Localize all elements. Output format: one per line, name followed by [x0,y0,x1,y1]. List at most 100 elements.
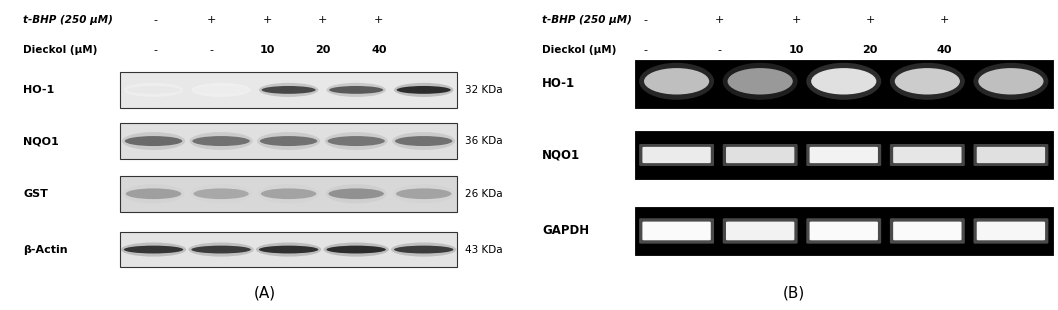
Ellipse shape [644,68,709,95]
FancyBboxPatch shape [809,147,878,163]
Text: GAPDH: GAPDH [543,224,589,237]
Text: +: + [318,15,328,25]
Ellipse shape [124,246,183,254]
Text: 40: 40 [371,45,386,55]
Text: +: + [791,15,801,25]
FancyBboxPatch shape [893,222,962,240]
Ellipse shape [326,184,386,203]
Ellipse shape [124,83,183,97]
Ellipse shape [259,246,318,254]
Text: 36 KDa: 36 KDa [466,136,503,146]
Ellipse shape [188,242,254,257]
Ellipse shape [258,184,320,203]
Ellipse shape [260,136,317,146]
Ellipse shape [973,63,1048,100]
FancyBboxPatch shape [635,207,1053,255]
Ellipse shape [123,184,184,203]
FancyBboxPatch shape [120,176,457,211]
Ellipse shape [728,68,792,95]
FancyBboxPatch shape [120,123,457,159]
FancyBboxPatch shape [890,144,965,166]
Text: (B): (B) [782,286,805,301]
Ellipse shape [126,188,181,199]
Text: NQO1: NQO1 [23,136,59,146]
Ellipse shape [396,188,452,199]
Text: GST: GST [23,189,49,199]
Ellipse shape [194,86,248,94]
Text: 10: 10 [788,45,804,55]
Text: 43 KDa: 43 KDa [466,245,503,255]
Text: HO-1: HO-1 [23,85,55,95]
Ellipse shape [257,132,321,150]
Ellipse shape [395,136,453,146]
Ellipse shape [122,132,185,150]
FancyBboxPatch shape [893,147,962,163]
FancyBboxPatch shape [642,147,711,163]
Text: t-BHP (250 μM): t-BHP (250 μM) [23,15,113,25]
Text: NQO1: NQO1 [543,148,581,162]
FancyBboxPatch shape [977,147,1045,163]
FancyBboxPatch shape [120,232,457,267]
Text: t-BHP (250 μM): t-BHP (250 μM) [543,15,632,25]
Ellipse shape [190,184,252,203]
FancyBboxPatch shape [120,72,457,108]
Ellipse shape [125,136,182,146]
Ellipse shape [391,242,456,257]
Text: +: + [715,15,724,25]
FancyBboxPatch shape [809,222,878,240]
FancyBboxPatch shape [806,144,881,166]
Ellipse shape [121,242,186,257]
Ellipse shape [394,246,454,254]
Ellipse shape [191,246,251,254]
Ellipse shape [127,86,181,94]
FancyBboxPatch shape [723,218,798,244]
FancyBboxPatch shape [890,218,965,244]
Text: 32 KDa: 32 KDa [466,85,503,95]
FancyBboxPatch shape [639,144,714,166]
Ellipse shape [397,86,451,94]
FancyBboxPatch shape [977,222,1045,240]
Ellipse shape [890,63,965,100]
Ellipse shape [261,86,315,94]
Ellipse shape [325,132,387,150]
FancyBboxPatch shape [642,222,711,240]
Ellipse shape [639,63,714,100]
Text: HO-1: HO-1 [543,77,576,90]
Ellipse shape [328,188,384,199]
FancyBboxPatch shape [635,131,1053,179]
Ellipse shape [324,242,389,257]
Text: Dieckol (μM): Dieckol (μM) [23,45,97,55]
Ellipse shape [979,68,1043,95]
FancyBboxPatch shape [639,218,714,244]
Text: -: - [153,45,158,55]
Text: 20: 20 [315,45,330,55]
Ellipse shape [394,83,454,97]
FancyBboxPatch shape [635,60,1053,108]
Ellipse shape [393,132,455,150]
FancyBboxPatch shape [973,144,1048,166]
Text: +: + [375,15,383,25]
Ellipse shape [328,136,385,146]
Text: -: - [643,45,647,55]
FancyBboxPatch shape [726,147,795,163]
FancyBboxPatch shape [723,144,798,166]
Ellipse shape [261,188,316,199]
Ellipse shape [811,68,876,95]
Text: -: - [717,45,722,55]
Text: (A): (A) [254,286,275,301]
FancyBboxPatch shape [806,218,881,244]
Ellipse shape [329,86,383,94]
Text: +: + [206,15,216,25]
Ellipse shape [327,83,386,97]
Ellipse shape [327,246,386,254]
Text: Dieckol (μM): Dieckol (μM) [543,45,617,55]
Text: 20: 20 [862,45,878,55]
Text: +: + [865,15,875,25]
FancyBboxPatch shape [973,218,1048,244]
Text: β-Actin: β-Actin [23,245,68,255]
Ellipse shape [895,68,960,95]
Ellipse shape [394,184,454,203]
Text: +: + [262,15,272,25]
Text: 26 KDa: 26 KDa [466,189,503,199]
Text: 10: 10 [259,45,275,55]
